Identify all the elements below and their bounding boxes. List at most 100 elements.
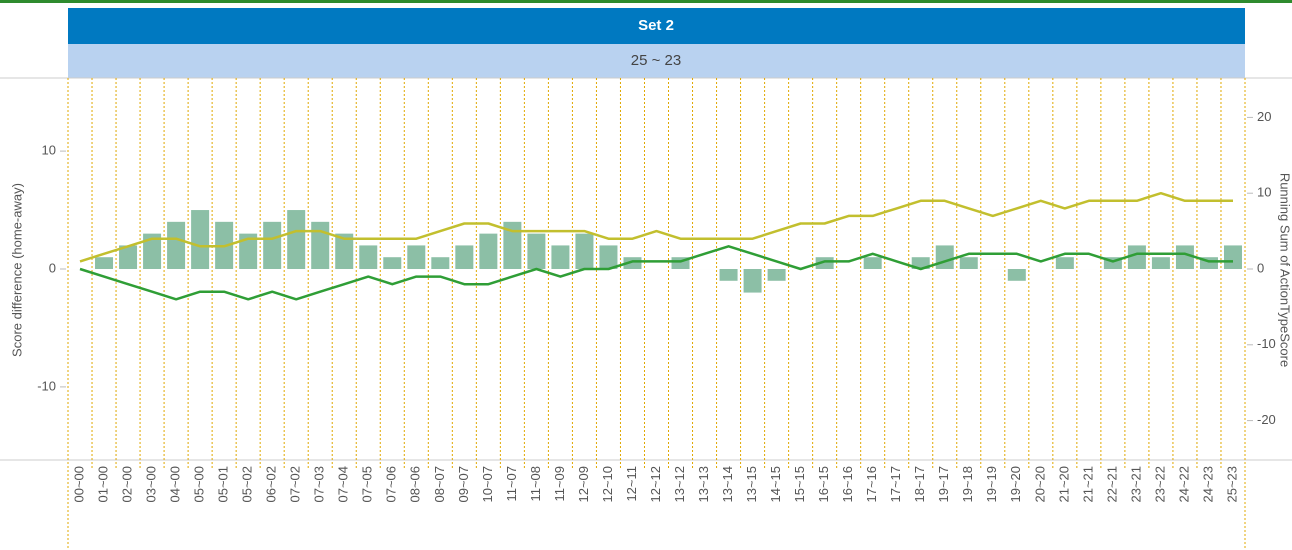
y2-tick-label: -10 (1257, 336, 1276, 351)
x-tick-label: 12~10 (600, 466, 615, 503)
x-tick-label: 07~02 (288, 466, 303, 503)
chart-title: Set 2 (638, 17, 674, 34)
x-tick-label: 12~09 (576, 466, 591, 503)
bar (1055, 257, 1074, 269)
y2-tick-label: 10 (1257, 185, 1271, 200)
x-tick-label: 13~13 (696, 466, 711, 503)
x-tick-label: 21~21 (1080, 466, 1095, 503)
x-tick-label: 05~01 (216, 466, 231, 503)
x-tick-label: 02~00 (119, 466, 134, 503)
y-tick-label: 10 (42, 143, 56, 158)
bar (503, 221, 522, 269)
y-tick-label: 0 (49, 260, 56, 275)
x-tick-label: 25~23 (1224, 466, 1239, 503)
x-tick-label: 10~07 (480, 466, 495, 503)
bar (599, 245, 618, 269)
x-tick-label: 19~17 (936, 466, 951, 503)
bar (1151, 257, 1170, 269)
x-tick-label: 13~14 (720, 466, 735, 503)
y-tick-label: -10 (37, 378, 56, 393)
x-tick-label: 18~17 (912, 466, 927, 503)
bar (935, 245, 954, 269)
x-tick-label: 07~05 (360, 466, 375, 503)
bar (119, 245, 138, 269)
bar (287, 210, 306, 269)
line (79, 245, 1233, 301)
x-tick-label: 11~08 (528, 466, 543, 502)
bar (239, 233, 258, 269)
bar (479, 233, 498, 269)
bar (335, 233, 354, 269)
bar (143, 233, 162, 269)
bar (1127, 245, 1146, 269)
x-tick-label: 00~00 (71, 466, 86, 503)
bar (1223, 245, 1242, 269)
x-tick-label: 17~17 (888, 466, 903, 503)
x-tick-label: 12~12 (648, 466, 663, 503)
x-tick-label: 06~02 (264, 466, 279, 503)
bar (263, 221, 282, 269)
x-tick-label: 03~00 (144, 466, 159, 503)
y2-axis-label: Running Sum of ActionTypeScore (1278, 173, 1292, 367)
bar (575, 233, 594, 269)
bar (383, 257, 402, 269)
bar (1175, 245, 1194, 269)
bar (167, 221, 186, 269)
bar (911, 257, 930, 269)
chart-subtitle: 25 ~ 23 (631, 52, 681, 69)
x-tick-label: 13~12 (672, 466, 687, 503)
x-tick-label: 24~22 (1176, 466, 1191, 503)
x-tick-label: 17~16 (864, 466, 879, 503)
x-tick-label: 04~00 (168, 466, 183, 503)
x-tick-label: 20~20 (1032, 466, 1047, 503)
y2-tick-label: -20 (1257, 412, 1276, 427)
bar (191, 210, 210, 269)
bar (1103, 257, 1122, 269)
x-tick-label: 24~23 (1200, 466, 1215, 503)
bar (311, 221, 330, 269)
x-tick-label: 23~21 (1128, 466, 1143, 503)
bar (551, 245, 570, 269)
x-tick-label: 19~19 (984, 466, 999, 503)
x-tick-label: 22~21 (1104, 466, 1119, 503)
bar (95, 257, 114, 269)
bar (359, 245, 378, 269)
x-tick-label: 05~00 (192, 466, 207, 503)
bar (1007, 269, 1026, 281)
x-tick-label: 07~03 (312, 466, 327, 503)
y2-tick-label: 0 (1257, 260, 1264, 275)
bar (743, 269, 762, 293)
line (79, 191, 1233, 263)
x-tick-label: 19~20 (1008, 466, 1023, 503)
title-band (68, 8, 1245, 44)
x-tick-label: 21~20 (1056, 466, 1071, 503)
x-tick-label: 07~06 (384, 466, 399, 503)
x-tick-label: 16~16 (840, 466, 855, 503)
x-tick-label: 11~09 (552, 466, 567, 502)
bar (959, 257, 978, 269)
y2-tick-label: 20 (1257, 109, 1271, 124)
x-tick-label: 11~07 (504, 466, 519, 502)
subtitle-band (68, 44, 1245, 78)
bar (767, 269, 786, 281)
bar (431, 257, 450, 269)
x-tick-label: 09~07 (456, 466, 471, 503)
x-tick-label: 23~22 (1152, 466, 1167, 503)
x-tick-label: 16~15 (816, 466, 831, 503)
bar (455, 245, 474, 269)
x-tick-label: 14~15 (768, 466, 783, 503)
x-tick-label: 08~07 (432, 466, 447, 503)
x-tick-label: 15~15 (792, 466, 807, 503)
bar (623, 257, 642, 269)
bar (527, 233, 546, 269)
bar (671, 257, 690, 269)
bar (719, 269, 738, 281)
bar (407, 245, 426, 269)
top-border (0, 0, 1292, 3)
x-tick-label: 19~18 (960, 466, 975, 503)
bar (863, 257, 882, 269)
x-tick-label: 07~04 (336, 466, 351, 503)
x-tick-label: 08~06 (408, 466, 423, 503)
x-tick-label: 13~15 (744, 466, 759, 503)
